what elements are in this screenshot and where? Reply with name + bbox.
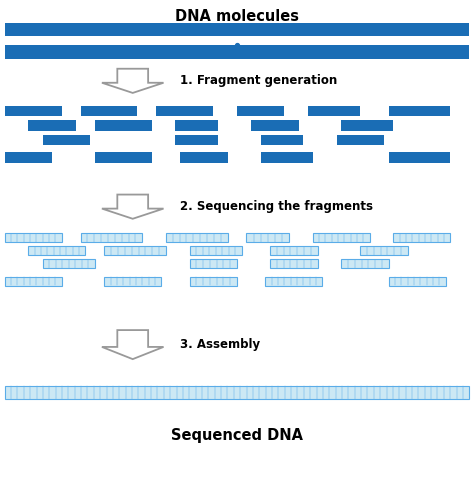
Bar	[43, 135, 90, 145]
Bar	[341, 120, 393, 131]
Bar	[360, 246, 408, 255]
Bar	[246, 233, 289, 242]
Text: DNA molecules: DNA molecules	[175, 10, 299, 24]
Bar	[180, 152, 228, 163]
Bar	[43, 259, 95, 268]
Polygon shape	[102, 69, 164, 93]
Bar	[5, 277, 62, 286]
Bar	[166, 233, 228, 242]
Bar	[5, 233, 62, 242]
Bar	[251, 120, 299, 131]
Bar	[175, 120, 218, 131]
Bar	[5, 45, 469, 59]
Bar	[308, 106, 360, 116]
Text: 2. Sequencing the fragments: 2. Sequencing the fragments	[180, 200, 373, 213]
Bar	[190, 246, 242, 255]
Bar	[237, 106, 284, 116]
Bar	[95, 152, 152, 163]
Bar	[393, 233, 450, 242]
Text: 3. Assembly: 3. Assembly	[180, 338, 260, 351]
Bar	[265, 277, 322, 286]
Bar	[104, 277, 161, 286]
Bar	[341, 259, 389, 268]
Bar	[28, 246, 85, 255]
Bar	[5, 386, 469, 399]
Bar	[28, 120, 76, 131]
Bar	[270, 259, 318, 268]
Bar	[81, 106, 137, 116]
Bar	[389, 152, 450, 163]
Bar	[5, 23, 469, 36]
Bar	[313, 233, 370, 242]
Bar	[175, 135, 218, 145]
Bar	[5, 152, 52, 163]
Bar	[95, 120, 152, 131]
Bar	[5, 106, 62, 116]
Bar	[156, 106, 213, 116]
Bar	[389, 277, 446, 286]
Bar	[190, 277, 237, 286]
Bar	[270, 246, 318, 255]
Bar	[190, 259, 237, 268]
Bar	[261, 152, 313, 163]
Bar	[104, 246, 166, 255]
Text: Sequenced DNA: Sequenced DNA	[171, 428, 303, 443]
Polygon shape	[102, 330, 164, 359]
Polygon shape	[102, 195, 164, 219]
Bar	[389, 106, 450, 116]
Bar	[337, 135, 384, 145]
Bar	[261, 135, 303, 145]
Bar	[81, 233, 142, 242]
Text: 1. Fragment generation: 1. Fragment generation	[180, 75, 337, 87]
